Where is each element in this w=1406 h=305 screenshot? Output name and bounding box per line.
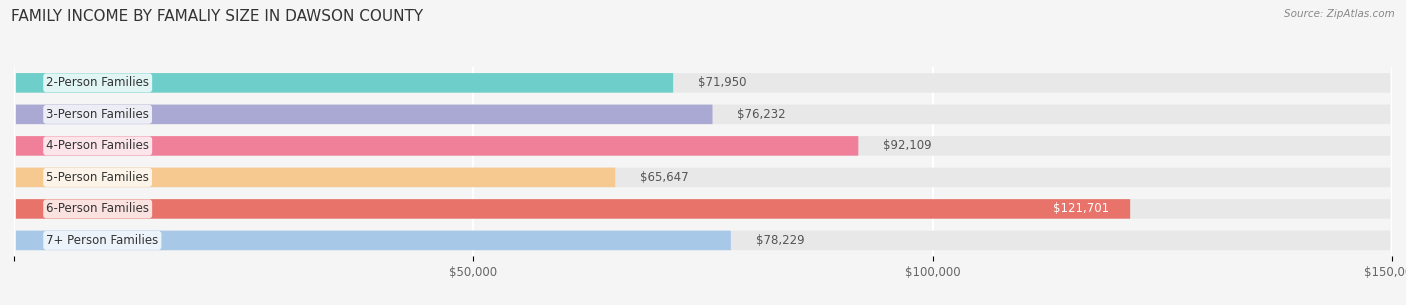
FancyBboxPatch shape xyxy=(15,199,1130,219)
FancyBboxPatch shape xyxy=(15,136,858,156)
Text: 2-Person Families: 2-Person Families xyxy=(46,76,149,89)
FancyBboxPatch shape xyxy=(15,105,713,124)
Text: 3-Person Families: 3-Person Families xyxy=(46,108,149,121)
Text: 7+ Person Families: 7+ Person Families xyxy=(46,234,159,247)
FancyBboxPatch shape xyxy=(15,199,1391,219)
Text: 5-Person Families: 5-Person Families xyxy=(46,171,149,184)
Text: $92,109: $92,109 xyxy=(883,139,932,152)
Text: $121,701: $121,701 xyxy=(1053,203,1109,215)
Text: 6-Person Families: 6-Person Families xyxy=(46,203,149,215)
FancyBboxPatch shape xyxy=(15,73,673,93)
Text: $71,950: $71,950 xyxy=(697,76,747,89)
FancyBboxPatch shape xyxy=(15,168,616,187)
Text: Source: ZipAtlas.com: Source: ZipAtlas.com xyxy=(1284,9,1395,19)
FancyBboxPatch shape xyxy=(15,168,1391,187)
Text: FAMILY INCOME BY FAMALIY SIZE IN DAWSON COUNTY: FAMILY INCOME BY FAMALIY SIZE IN DAWSON … xyxy=(11,9,423,24)
FancyBboxPatch shape xyxy=(15,231,731,250)
Text: $76,232: $76,232 xyxy=(737,108,786,121)
FancyBboxPatch shape xyxy=(15,73,1391,93)
FancyBboxPatch shape xyxy=(15,136,1391,156)
Text: 4-Person Families: 4-Person Families xyxy=(46,139,149,152)
Text: $78,229: $78,229 xyxy=(755,234,804,247)
FancyBboxPatch shape xyxy=(15,105,1391,124)
FancyBboxPatch shape xyxy=(15,231,1391,250)
Text: $65,647: $65,647 xyxy=(640,171,689,184)
